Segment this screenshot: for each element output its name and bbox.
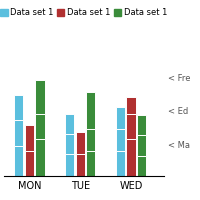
Text: < Ma: < Ma: [168, 141, 190, 150]
Bar: [137, 115, 146, 135]
Bar: [76, 132, 85, 154]
Bar: [65, 154, 74, 176]
Bar: [116, 151, 125, 176]
Bar: [86, 92, 95, 129]
Bar: [25, 125, 34, 151]
Bar: [126, 114, 136, 139]
Bar: [126, 139, 136, 176]
Legend: Data set 1, Data set 1, Data set 1: Data set 1, Data set 1, Data set 1: [0, 8, 167, 17]
Bar: [116, 129, 125, 151]
Bar: [76, 154, 85, 176]
Bar: [137, 135, 146, 156]
Bar: [35, 80, 45, 114]
Bar: [86, 129, 95, 151]
Bar: [86, 151, 95, 176]
Bar: [65, 114, 74, 134]
Bar: [25, 151, 34, 176]
Bar: [14, 95, 23, 120]
Bar: [14, 146, 23, 176]
Text: < Fre: < Fre: [168, 74, 190, 83]
Bar: [35, 139, 45, 176]
Bar: [35, 114, 45, 139]
Bar: [65, 134, 74, 154]
Text: < Ed: < Ed: [168, 107, 188, 116]
Bar: [126, 97, 136, 114]
Bar: [137, 156, 146, 176]
Bar: [14, 120, 23, 146]
Bar: [116, 107, 125, 129]
